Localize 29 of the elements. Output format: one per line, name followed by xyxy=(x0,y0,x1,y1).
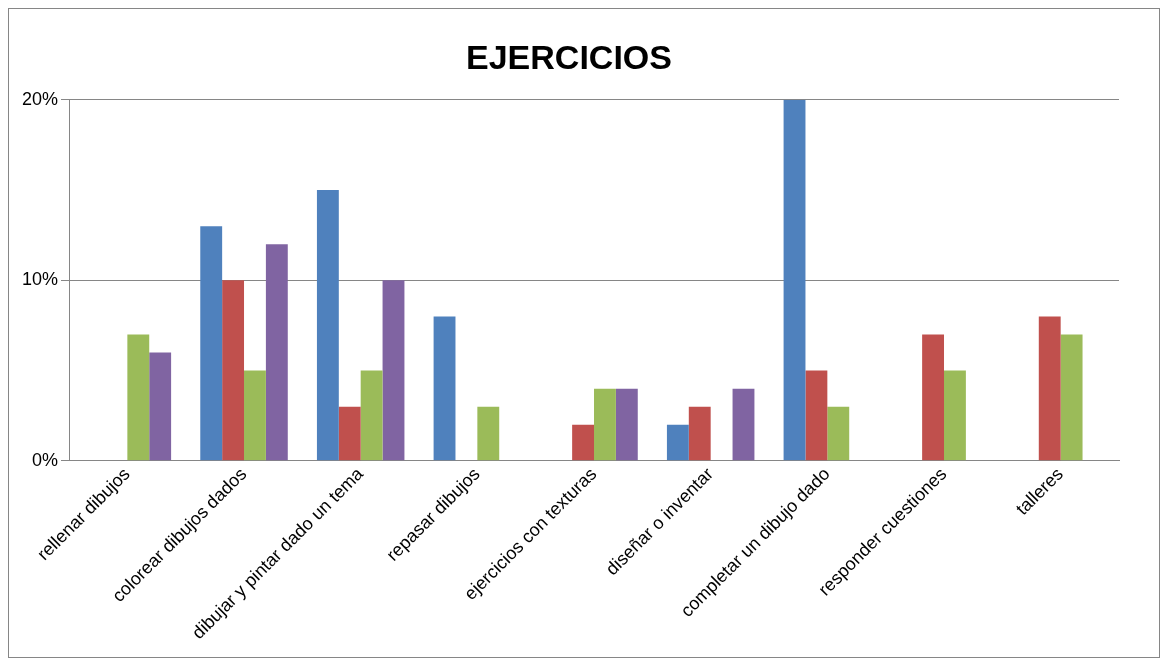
bar xyxy=(149,352,172,461)
bar xyxy=(222,280,245,461)
bar xyxy=(382,280,405,461)
bar xyxy=(265,244,288,461)
bar xyxy=(316,190,339,461)
bar xyxy=(666,424,689,461)
bar xyxy=(1060,334,1083,461)
bar xyxy=(944,370,966,461)
bar xyxy=(688,406,711,461)
bar xyxy=(127,334,150,461)
y-tick-label: 20% xyxy=(22,88,59,109)
bar xyxy=(200,226,223,461)
bar xyxy=(433,316,456,461)
bar xyxy=(594,388,616,461)
chart-title: EJERCICIOS xyxy=(466,37,672,76)
bar xyxy=(338,406,361,461)
bar xyxy=(1038,316,1061,461)
bar xyxy=(732,388,755,461)
bar xyxy=(922,334,944,461)
bar xyxy=(477,406,500,461)
y-tick-label: 0% xyxy=(32,449,59,470)
bar xyxy=(244,370,266,461)
y-tick-label: 10% xyxy=(22,269,59,290)
bar xyxy=(805,370,828,461)
bar xyxy=(827,406,850,461)
bar xyxy=(783,99,806,461)
bar xyxy=(572,424,595,461)
bar xyxy=(615,388,638,461)
bar xyxy=(360,370,383,461)
